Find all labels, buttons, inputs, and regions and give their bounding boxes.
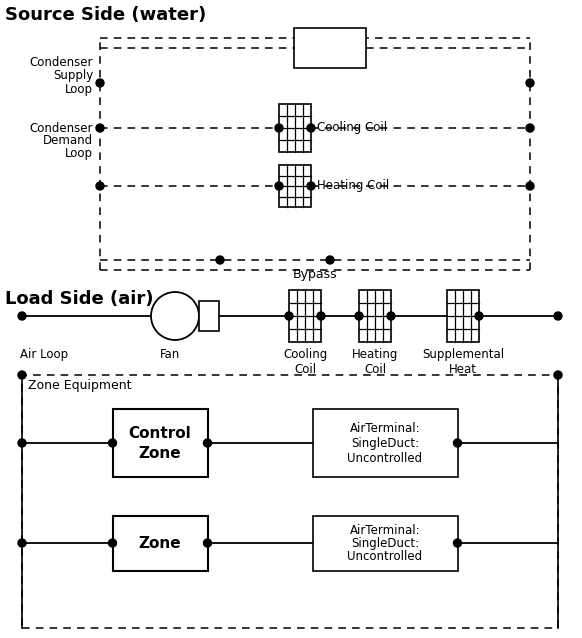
- Circle shape: [18, 439, 26, 447]
- Circle shape: [18, 312, 26, 320]
- Bar: [279, 165, 311, 207]
- Text: SingleDuct:: SingleDuct:: [351, 537, 419, 551]
- Circle shape: [96, 182, 104, 190]
- Circle shape: [453, 439, 462, 447]
- Circle shape: [326, 256, 334, 264]
- Bar: [112, 409, 208, 477]
- Text: Zone: Zone: [139, 445, 182, 461]
- Bar: [313, 409, 457, 477]
- Circle shape: [317, 312, 325, 320]
- Circle shape: [96, 124, 104, 132]
- Circle shape: [151, 292, 199, 340]
- Circle shape: [307, 124, 315, 132]
- Circle shape: [204, 539, 211, 547]
- Bar: [199, 301, 219, 331]
- Circle shape: [475, 312, 483, 320]
- Text: SingleDuct:: SingleDuct:: [351, 436, 419, 450]
- Circle shape: [453, 539, 462, 547]
- Bar: [289, 290, 321, 342]
- Text: Heating Coil: Heating Coil: [317, 179, 389, 193]
- Text: Uncontrolled: Uncontrolled: [347, 551, 423, 563]
- Text: Ground: Ground: [306, 34, 354, 47]
- Bar: [447, 290, 479, 342]
- Circle shape: [526, 182, 534, 190]
- Text: Supply: Supply: [53, 70, 93, 82]
- Text: Control: Control: [129, 426, 191, 440]
- Text: Source Side (water): Source Side (water): [5, 6, 206, 24]
- Text: Condenser: Condenser: [30, 57, 93, 70]
- Text: Zone: Zone: [139, 535, 182, 551]
- Text: Cooling
Coil: Cooling Coil: [283, 348, 327, 376]
- Text: Uncontrolled: Uncontrolled: [347, 452, 423, 464]
- Circle shape: [285, 312, 293, 320]
- Circle shape: [526, 79, 534, 87]
- Text: Zone Equipment: Zone Equipment: [28, 379, 132, 392]
- Circle shape: [108, 539, 116, 547]
- Circle shape: [307, 182, 315, 190]
- Text: Bypass: Bypass: [293, 268, 338, 281]
- Bar: [279, 104, 311, 152]
- Text: Cooling Coil: Cooling Coil: [317, 121, 387, 135]
- Text: Heating
Coil: Heating Coil: [352, 348, 398, 376]
- Bar: [313, 516, 457, 570]
- Circle shape: [554, 312, 562, 320]
- Text: Load Side (air): Load Side (air): [5, 290, 154, 308]
- Bar: [112, 516, 208, 570]
- Text: Condenser: Condenser: [30, 121, 93, 135]
- Circle shape: [204, 439, 211, 447]
- Text: Air Loop: Air Loop: [20, 348, 68, 361]
- Circle shape: [355, 312, 363, 320]
- Text: Demand: Demand: [43, 135, 93, 147]
- Text: AirTerminal:: AirTerminal:: [350, 524, 420, 537]
- Circle shape: [18, 371, 26, 379]
- Bar: [294, 28, 366, 68]
- Text: Loop: Loop: [65, 82, 93, 96]
- Bar: [22, 375, 558, 628]
- Text: Fan: Fan: [160, 348, 180, 361]
- Circle shape: [275, 182, 283, 190]
- Text: Loop: Loop: [65, 147, 93, 161]
- Circle shape: [108, 439, 116, 447]
- Text: Supplemental
Heat: Supplemental Heat: [422, 348, 504, 376]
- Circle shape: [96, 79, 104, 87]
- Circle shape: [554, 371, 562, 379]
- Text: AirTerminal:: AirTerminal:: [350, 422, 420, 434]
- Circle shape: [275, 124, 283, 132]
- Text: HX: HX: [321, 50, 339, 63]
- Bar: [359, 290, 391, 342]
- Circle shape: [216, 256, 224, 264]
- Circle shape: [18, 539, 26, 547]
- Circle shape: [526, 124, 534, 132]
- Circle shape: [387, 312, 395, 320]
